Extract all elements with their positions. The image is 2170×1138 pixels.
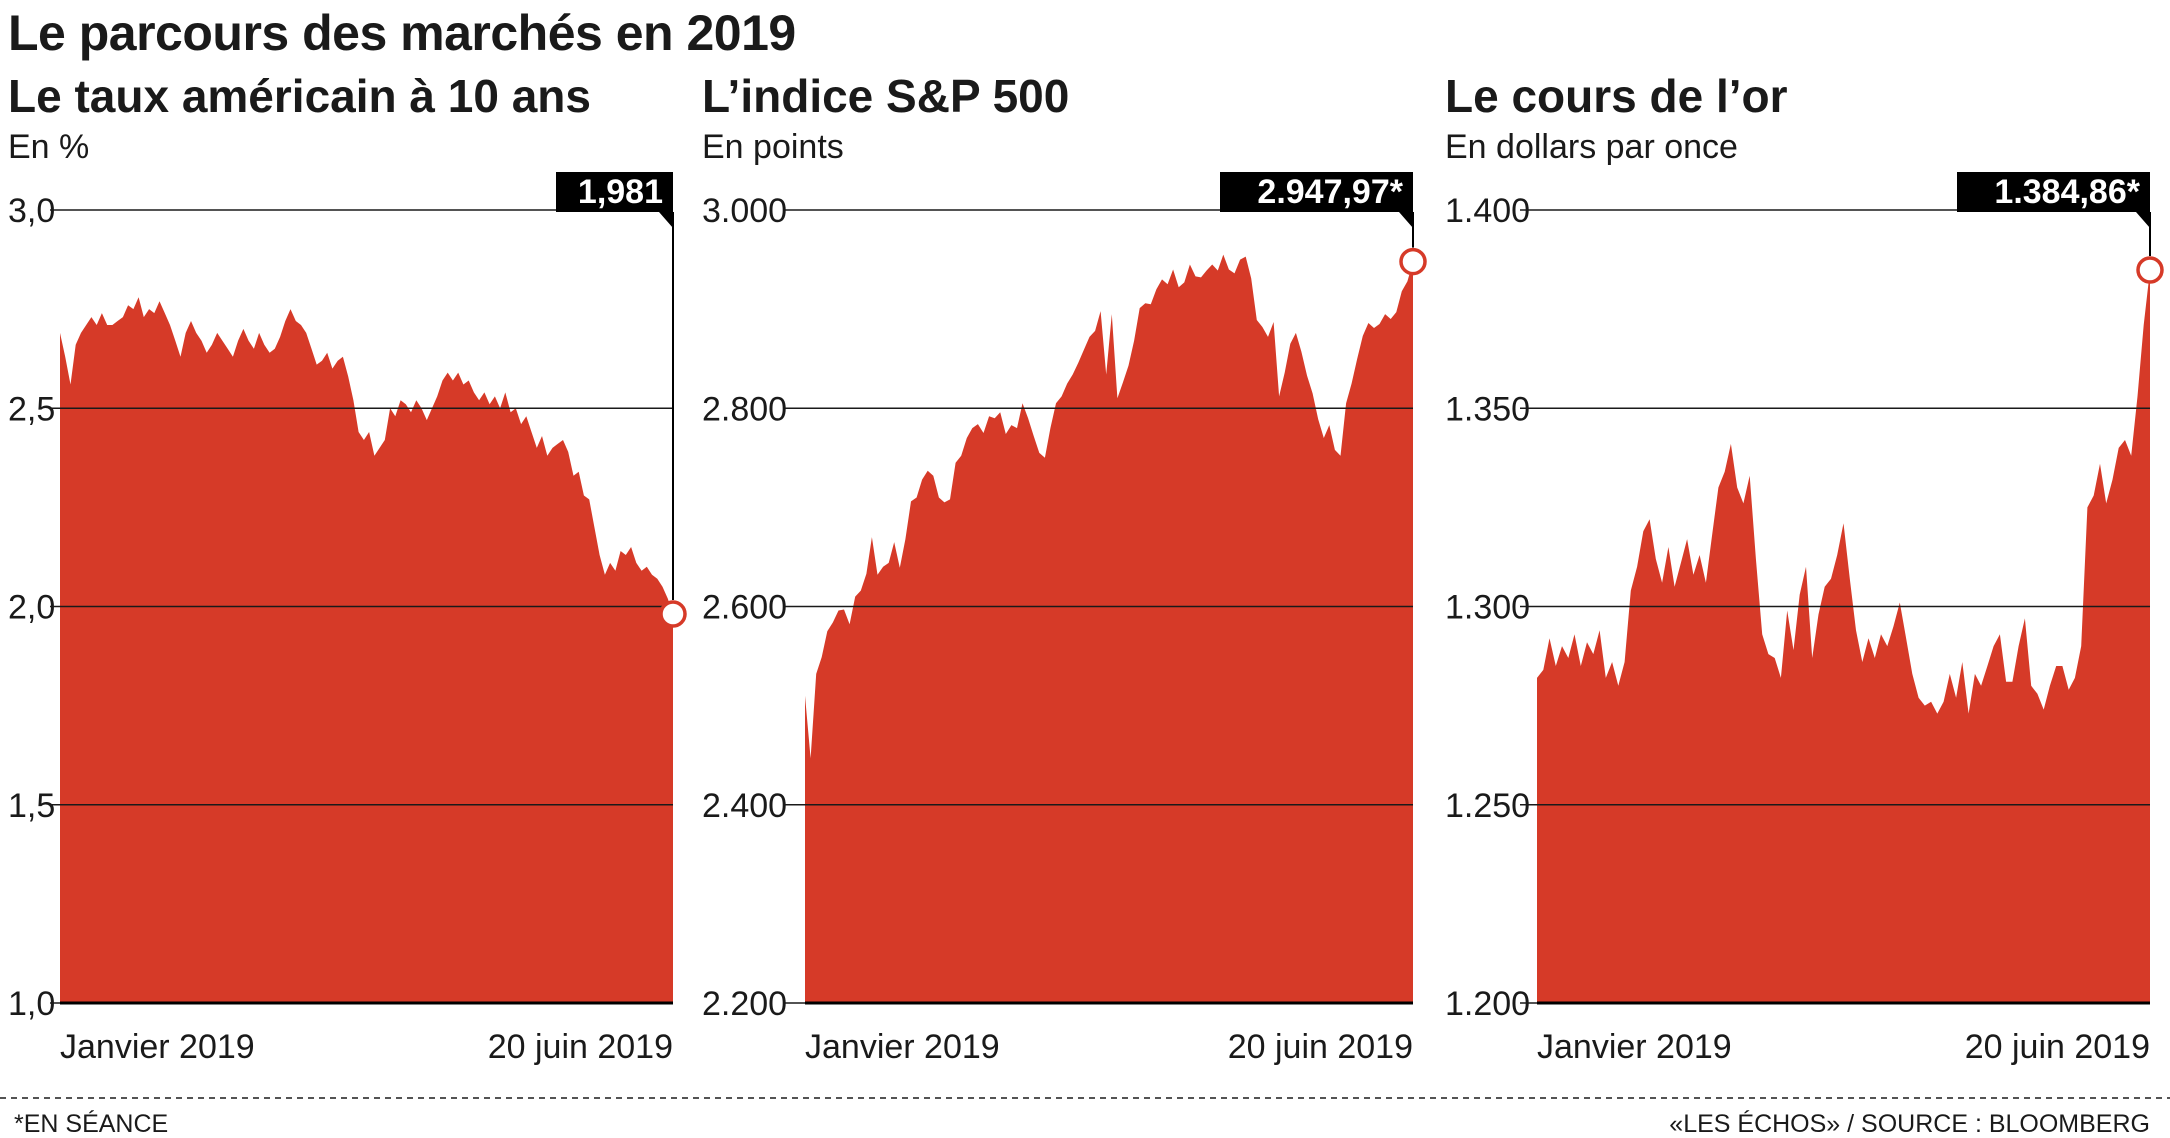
last-value-marker (1399, 247, 1427, 276)
area-series (1537, 270, 2150, 1003)
last-value-label: 1,981 (578, 173, 663, 211)
y-tick-label: 2,5 (8, 390, 55, 428)
y-tick-label: 1.300 (1445, 589, 1530, 627)
last-value-marker (659, 600, 687, 628)
last-value-badge (1220, 172, 1413, 212)
x-label-start: Janvier 2019 (1537, 1028, 1732, 1066)
footnote: *EN SÉANCE (14, 1109, 168, 1138)
y-tick-label: 1.200 (1445, 985, 1530, 1023)
last-value-label: 1.384,86* (1994, 173, 2140, 211)
y-tick-label: 1.400 (1445, 192, 1530, 230)
badge-pointer (1399, 212, 1413, 228)
badge-pointer (2136, 212, 2150, 228)
last-value-marker (2136, 256, 2164, 284)
x-label-end: 20 juin 2019 (1228, 1028, 1413, 1066)
area-series (805, 254, 1413, 1004)
x-label-start: Janvier 2019 (60, 1028, 255, 1066)
x-label-start: Janvier 2019 (805, 1028, 1000, 1066)
panel-subtitle: En points (702, 128, 844, 166)
last-value-badge (556, 172, 673, 212)
chart-panel-2: L’indice S&P 500 En points 2.200 2.400 2.600… (702, 70, 1427, 1066)
source-credit: «LES ÉCHOS» / SOURCE : BLOOMBERG (1669, 1109, 2150, 1138)
y-tick-label: 3,0 (8, 192, 55, 230)
panel-title: L’indice S&P 500 (702, 70, 1069, 122)
x-label-end: 20 juin 2019 (1965, 1028, 2150, 1066)
last-value-label: 2.947,97* (1257, 173, 1403, 211)
chart-panel-3: Le cours de l’or En dollars par once 1.200… (1445, 70, 2164, 1066)
x-label-end: 20 juin 2019 (488, 1028, 673, 1066)
main-title: Le parcours des marchés en 2019 (8, 5, 796, 61)
y-tick-label: 3.000 (702, 192, 787, 230)
y-tick-label: 2.400 (702, 787, 787, 825)
last-value-badge (1957, 172, 2150, 212)
y-tick-label: 2.800 (702, 390, 787, 428)
y-tick-label: 2.200 (702, 985, 787, 1023)
y-tick-label: 1,5 (8, 787, 55, 825)
y-tick-label: 1.250 (1445, 787, 1530, 825)
chart-panel-1: Le taux américain à 10 ans En % 1,0 1,5 2,0 2… (8, 70, 687, 1066)
y-tick-label: 1.350 (1445, 390, 1530, 428)
panel-title: Le taux américain à 10 ans (8, 70, 591, 122)
y-tick-label: 2,0 (8, 589, 55, 627)
panel-title: Le cours de l’or (1445, 70, 1788, 122)
y-tick-label: 2.600 (702, 589, 787, 627)
panel-subtitle: En % (8, 128, 89, 166)
y-tick-label: 1,0 (8, 985, 55, 1023)
panel-subtitle: En dollars par once (1445, 128, 1738, 166)
area-series (60, 297, 673, 1003)
badge-pointer (659, 212, 673, 228)
